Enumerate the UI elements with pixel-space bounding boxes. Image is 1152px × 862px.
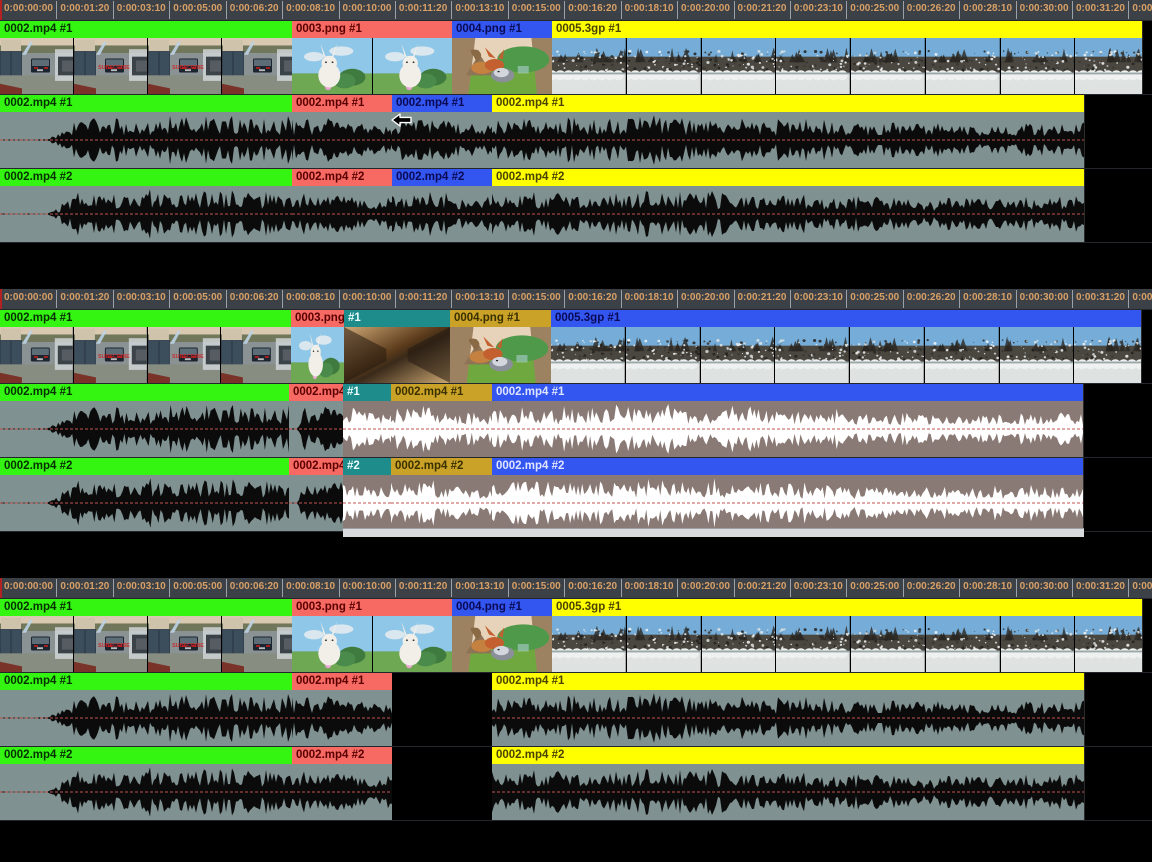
- svg-text:SUBSCRIBE: SUBSCRIBE: [98, 65, 130, 71]
- svg-text:SUBSCRIBE: SUBSCRIBE: [172, 65, 204, 71]
- svg-text:SUBSCRIBE: SUBSCRIBE: [98, 354, 130, 360]
- svg-text:SUBSCRIBE: SUBSCRIBE: [172, 643, 204, 649]
- svg-text:SUBSCRIBE: SUBSCRIBE: [98, 643, 130, 649]
- svg-text:SUBSCRIBE: SUBSCRIBE: [172, 354, 204, 360]
